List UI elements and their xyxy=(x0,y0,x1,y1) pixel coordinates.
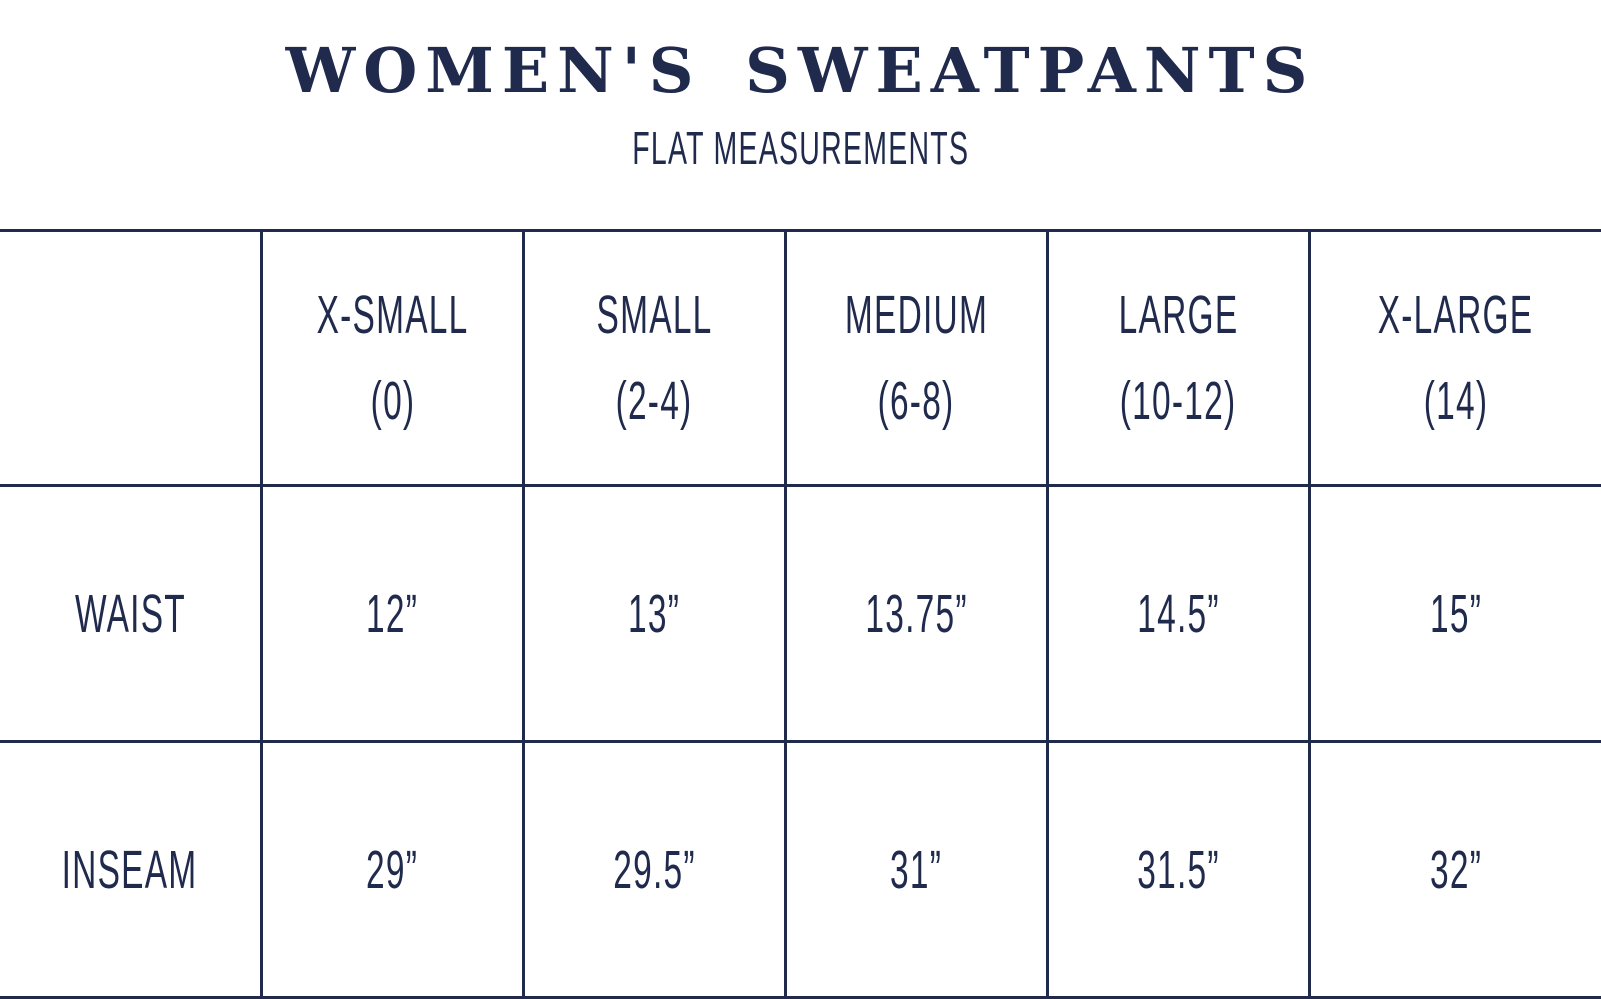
size-label: X-SMALL xyxy=(316,285,469,345)
size-sublabel: (10-12) xyxy=(1120,371,1237,431)
measurement-cell-waist-xlarge: 15” xyxy=(1311,487,1601,743)
size-label: MEDIUM xyxy=(844,285,989,345)
measurement-cell-inseam-small: 29.5” xyxy=(525,743,787,996)
size-sublabel: (6-8) xyxy=(878,371,955,431)
measurement-cell-waist-large: 14.5” xyxy=(1049,487,1311,743)
size-column-header-small: SMALL (2-4) xyxy=(525,232,787,487)
measurement-cell-inseam-xsmall: 29” xyxy=(263,743,525,996)
size-sublabel: (0) xyxy=(370,371,415,431)
size-label: SMALL xyxy=(596,285,713,345)
page-subtitle: FLAT MEASUREMENTS xyxy=(632,122,969,174)
measurement-cell-waist-medium: 13.75” xyxy=(787,487,1049,743)
measurement-cell-inseam-medium: 31” xyxy=(787,743,1049,996)
size-column-header-xsmall: X-SMALL (0) xyxy=(263,232,525,487)
header: WOMEN'S SWEATPANTS FLAT MEASUREMENTS xyxy=(0,0,1601,175)
measurement-cell-inseam-xlarge: 32” xyxy=(1429,839,1483,900)
page-title: WOMEN'S SWEATPANTS xyxy=(285,34,1316,107)
corner-cell xyxy=(0,232,263,487)
row-label-waist: WAIST xyxy=(0,487,263,743)
size-label: LARGE xyxy=(1118,285,1239,345)
size-column-header-medium: MEDIUM (6-8) xyxy=(787,232,1049,487)
size-sublabel: (2-4) xyxy=(616,371,693,431)
size-column-header-xlarge: X-LARGE (14) xyxy=(1311,232,1601,487)
size-column-header-large: LARGE (10-12) xyxy=(1049,232,1311,487)
size-chart-table: X-SMALL (0) SMALL (2-4) MEDIUM (6-8) LAR… xyxy=(0,229,1601,999)
row-label-inseam: INSEAM xyxy=(0,743,263,996)
measurement-cell-waist-xsmall: 12” xyxy=(263,487,525,743)
size-label: X-LARGE xyxy=(1378,285,1534,345)
size-sublabel: (14) xyxy=(1423,371,1489,431)
measurement-cell-waist-small: 13” xyxy=(525,487,787,743)
measurement-cell-inseam-large: 31.5” xyxy=(1049,743,1311,996)
